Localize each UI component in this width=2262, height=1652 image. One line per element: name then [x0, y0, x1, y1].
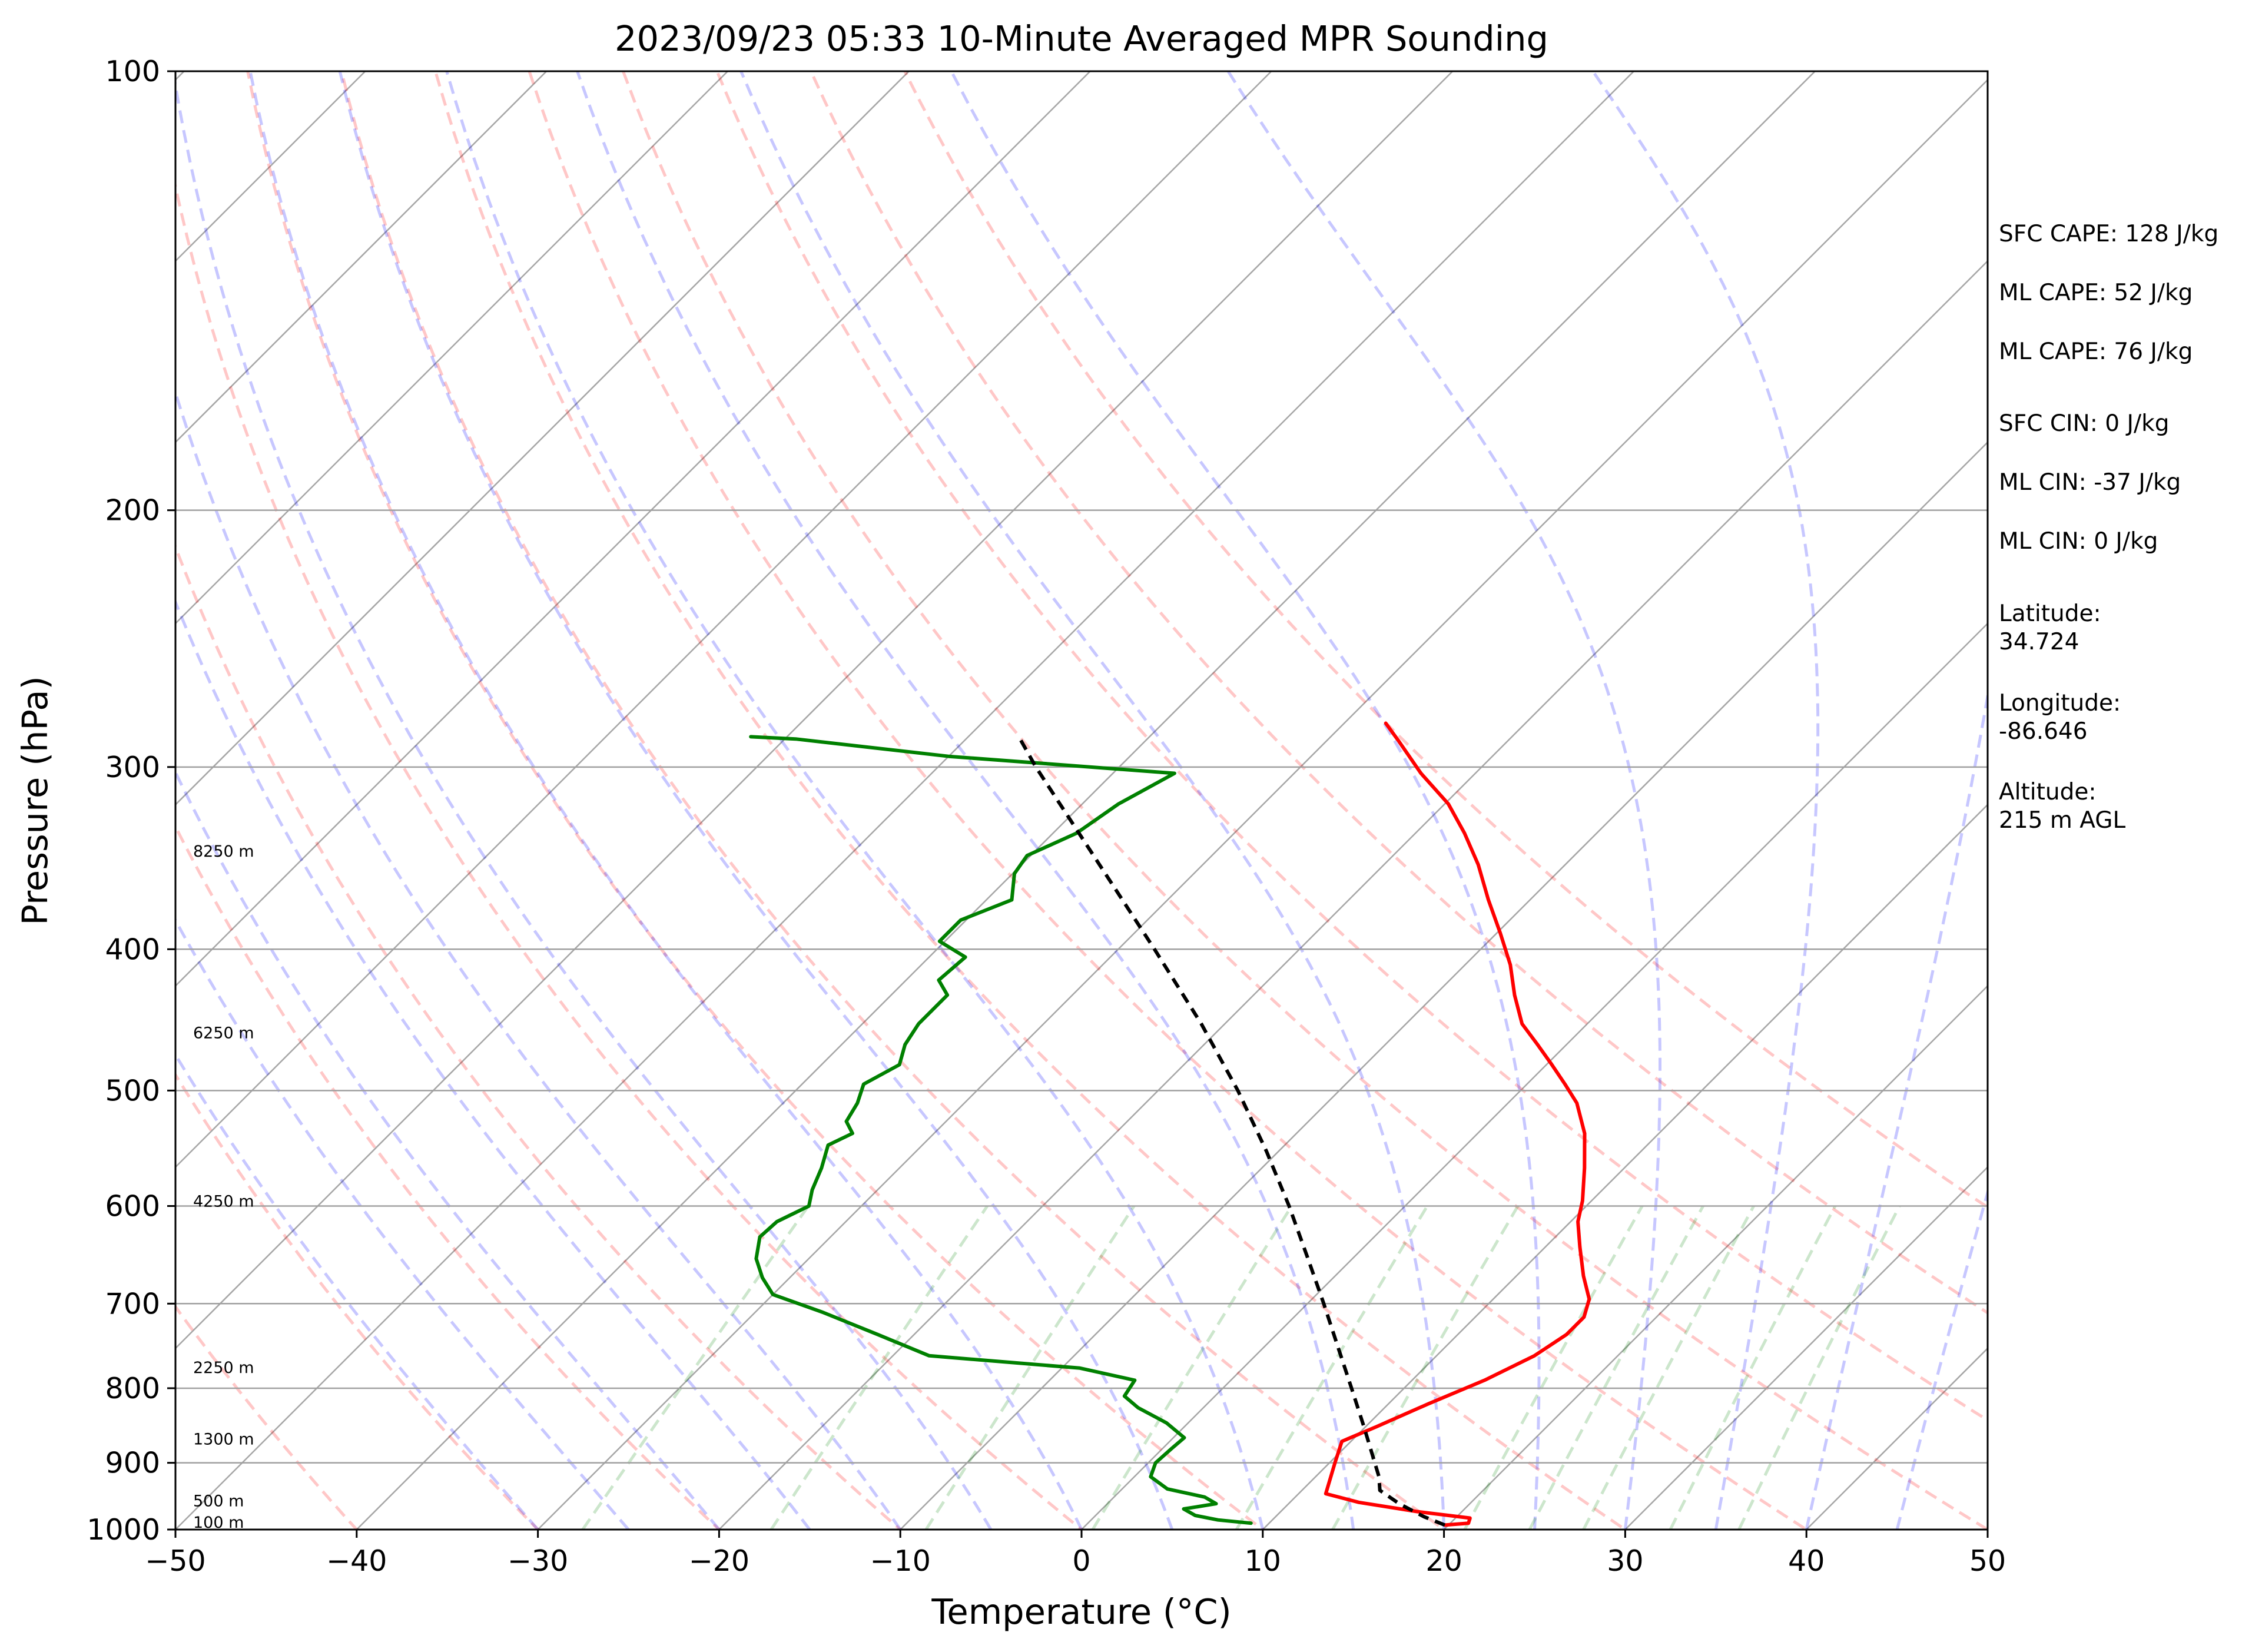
dry-adiabat-line	[715, 71, 1988, 1422]
moist-adiabat-line	[175, 768, 721, 1530]
isotherm-line	[536, 78, 1988, 1530]
dry-adiabat-line	[621, 71, 1988, 1530]
series-layer	[749, 721, 1591, 1527]
y-axis-label: Pressure (hPa)	[15, 676, 55, 925]
isotherm-line	[899, 441, 1988, 1530]
mixing-ratio-line	[1528, 1205, 1704, 1530]
dry-adiabat-line	[528, 71, 1809, 1530]
temperature-profile-line	[1324, 721, 1591, 1527]
mixing-ratio-line	[1737, 1205, 1901, 1530]
x-tick-label: −50	[145, 1544, 205, 1578]
annotation-line: ML CAPE: 52 J/kg	[1999, 280, 2193, 306]
dewpoint-profile-line	[749, 735, 1253, 1525]
parcel-profile-line	[1016, 734, 1446, 1527]
chart-title: 2023/09/23 05:33 10-Minute Averaged MPR …	[615, 18, 1548, 59]
dry-adiabat-line	[175, 542, 903, 1530]
y-tick-label: 800	[105, 1372, 160, 1405]
x-axis-label: Temperature (°C)	[931, 1591, 1231, 1632]
isotherm-line	[175, 71, 1092, 987]
height-label: 100 m	[193, 1514, 244, 1532]
annotation-line: SFC CAPE: 128 J/kg	[1999, 221, 2218, 247]
x-tick-label: 0	[1072, 1544, 1090, 1578]
annotation-line: SFC CIN: 0 J/kg	[1999, 410, 2169, 437]
annotation-line: ML CAPE: 76 J/kg	[1999, 339, 2193, 365]
moist-adiabat-line	[175, 77, 993, 1530]
height-label: 4250 m	[193, 1192, 254, 1210]
height-label: 6250 m	[193, 1024, 254, 1043]
dry-adiabat-line	[175, 180, 1084, 1530]
x-tick-label: 20	[1425, 1544, 1462, 1578]
background-lines	[175, 71, 1988, 1530]
x-tick-label: 30	[1607, 1544, 1643, 1578]
annotation-line: ML CIN: 0 J/kg	[1999, 528, 2158, 555]
dry-adiabat-line	[340, 71, 1447, 1530]
height-label: 500 m	[193, 1492, 244, 1511]
height-labels: 100 m 500 m 1300 m 2250 m 4250 m 6250 m 8250 m	[193, 842, 254, 1532]
annotation-line: ML CIN: -37 J/kg	[1999, 469, 2181, 496]
dry-adiabat-line	[433, 71, 1628, 1530]
x-tick-label: −30	[508, 1544, 568, 1578]
y-tick-label: 300	[105, 751, 160, 784]
mixing-ratio-line	[1582, 1205, 1755, 1530]
annotation-line: -86.646	[1999, 718, 2088, 745]
isotherm-line	[1442, 984, 1988, 1530]
moist-adiabat-line	[175, 598, 811, 1530]
x-tick-label: 40	[1788, 1544, 1825, 1578]
mixing-ratio-line	[1669, 1205, 1837, 1530]
dry-adiabat-line	[809, 71, 1988, 1315]
y-tick-label: 200	[105, 494, 160, 528]
x-axis: −50 −40 −30 −20 −10 0 10 20 30 40 50	[145, 1530, 2006, 1578]
y-tick-label: 400	[105, 933, 160, 966]
moist-adiabat-line	[739, 71, 1446, 1530]
moist-adiabat-line	[1895, 1187, 1988, 1530]
isotherm-line	[1262, 804, 1988, 1530]
annotation-line: Latitude:	[1999, 601, 2101, 627]
moist-adiabat-line	[1591, 71, 1820, 1530]
annotation-line: 34.724	[1999, 629, 2079, 655]
y-tick-label: 700	[105, 1287, 160, 1321]
moist-adiabat-line	[175, 1051, 539, 1530]
moist-adiabat-line	[1805, 687, 1988, 1530]
isotherm-line	[175, 71, 1273, 1169]
moist-adiabat-line	[175, 917, 630, 1530]
isotherm-line	[175, 71, 910, 806]
dry-adiabat-line	[246, 71, 1265, 1530]
y-tick-label: 1000	[87, 1513, 160, 1547]
y-tick-label: 600	[105, 1189, 160, 1223]
isotherm-line	[175, 71, 1454, 1349]
height-label: 8250 m	[193, 842, 254, 861]
isotherm-line	[718, 260, 1988, 1530]
x-tick-label: −10	[870, 1544, 930, 1578]
x-tick-label: −40	[326, 1544, 387, 1578]
x-tick-label: 50	[1969, 1544, 2006, 1578]
dry-adiabat-line	[175, 823, 722, 1530]
isotherm-line	[1624, 1166, 1988, 1530]
isotherm-line	[175, 71, 729, 625]
moist-adiabat-line	[338, 71, 1174, 1530]
y-tick-label: 100	[105, 55, 160, 88]
height-label: 1300 m	[193, 1431, 254, 1449]
stats-annotations: SFC CAPE: 128 J/kg ML CAPE: 52 J/kg ML CAP…	[1999, 221, 2218, 834]
isotherm-line	[175, 71, 548, 443]
annotation-line: Longitude:	[1999, 690, 2121, 716]
moist-adiabat-line	[445, 71, 1265, 1530]
moist-adiabat-line	[950, 71, 1541, 1530]
isotherm-line	[1080, 622, 1988, 1530]
moist-adiabat-line	[175, 387, 902, 1530]
x-tick-label: −20	[689, 1544, 749, 1578]
y-tick-label: 900	[105, 1447, 160, 1480]
y-axis: 1000 900 800 700 600 500 400 300 200 100	[87, 55, 175, 1547]
annotation-line: 215 m AGL	[1999, 807, 2125, 834]
y-tick-label: 500	[105, 1074, 160, 1107]
moist-adiabat-line	[1226, 71, 1661, 1530]
annotation-line: Altitude:	[1999, 779, 2097, 805]
isotherm-line	[356, 71, 1816, 1530]
dry-adiabat-line	[175, 1072, 540, 1530]
x-tick-label: 10	[1245, 1544, 1281, 1578]
height-label: 2250 m	[193, 1359, 254, 1377]
moist-adiabat-line	[576, 71, 1355, 1530]
isotherm-line	[175, 71, 1635, 1530]
